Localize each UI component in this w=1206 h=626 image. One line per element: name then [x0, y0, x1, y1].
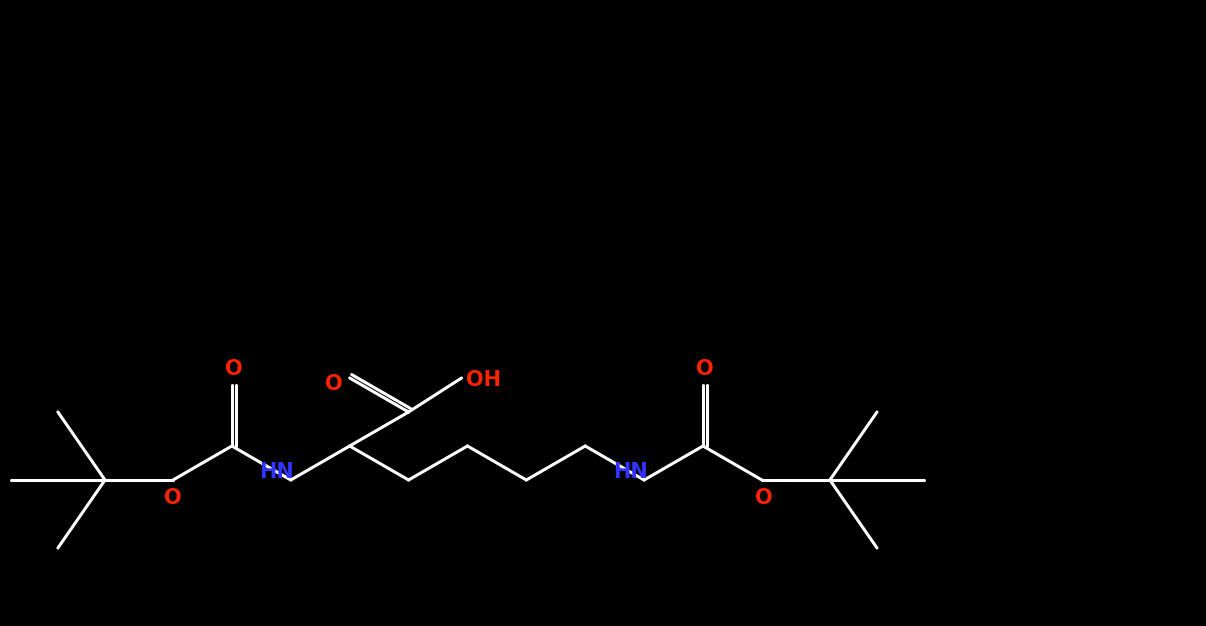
- Text: O: O: [164, 488, 182, 508]
- Text: O: O: [226, 359, 242, 379]
- Text: O: O: [324, 374, 343, 394]
- Text: OH: OH: [466, 370, 500, 390]
- Text: HN: HN: [259, 462, 294, 482]
- Text: O: O: [696, 359, 714, 379]
- Text: HN: HN: [613, 462, 648, 482]
- Text: O: O: [755, 488, 773, 508]
